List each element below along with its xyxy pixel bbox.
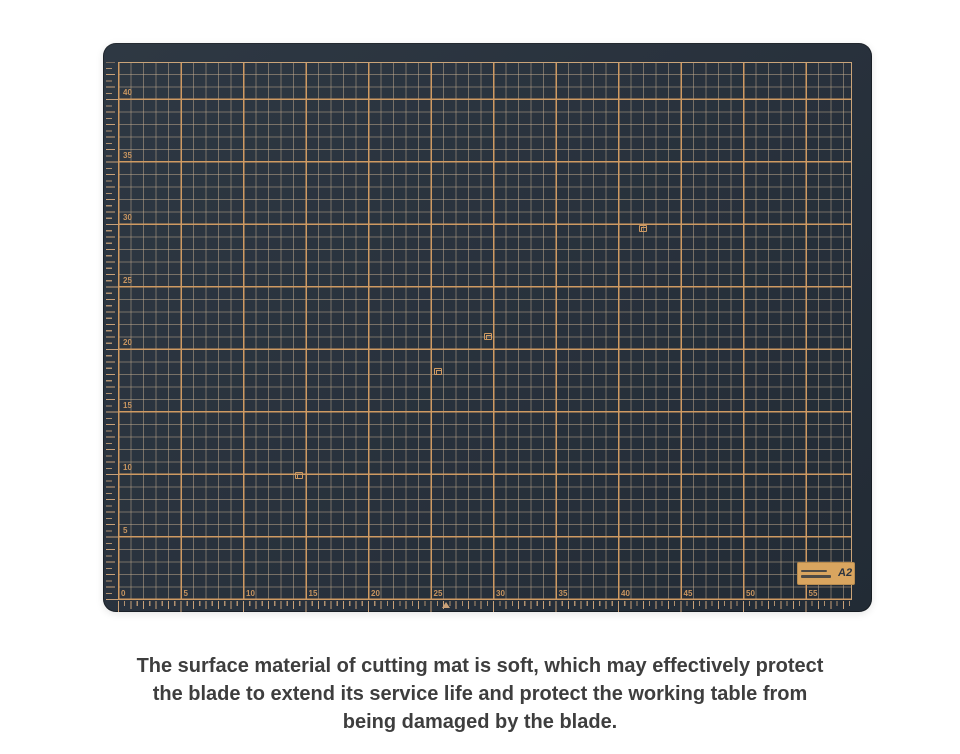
grid-number-y: 20: [123, 338, 132, 347]
caption: The surface material of cutting mat is s…: [0, 652, 960, 736]
grid-number-x: 5: [183, 589, 188, 598]
plate-brand-text: [801, 569, 834, 578]
grid-number-x: 0: [121, 589, 126, 598]
caption-line: The surface material of cutting mat is s…: [136, 655, 824, 677]
mat-grid: 0 5 10 15 20 25 30 35 40 45 50 55 5 10 15 20 25 30 35 40: [118, 62, 852, 600]
grid-number-y: 10: [123, 463, 132, 472]
cutting-mat: 0 5 10 15 20 25 30 35 40 45 50 55 5 10 15 20 25 30 35 40 A2: [103, 43, 872, 612]
grid-number-x: 45: [683, 589, 693, 598]
grid-number-y: 40: [123, 88, 132, 97]
left-ruler-ticks-half: [106, 62, 112, 600]
angle-marker-icon: [639, 224, 647, 232]
size-label-plate: A2: [797, 562, 855, 585]
grid-number-y: 25: [123, 275, 132, 285]
grid-number-y: 15: [123, 400, 132, 410]
angle-marker-icon: [295, 472, 304, 479]
grid-number-y: 35: [123, 150, 132, 160]
grid-number-x: 15: [308, 589, 318, 598]
caption-line: the blade to extend its service life and…: [152, 683, 808, 705]
grid-number-x: 20: [371, 589, 380, 598]
grid-number-x: 50: [746, 589, 755, 598]
grid-number-y: 30: [123, 213, 132, 222]
grid-number-x: 35: [558, 589, 568, 598]
plate-text-line: [801, 569, 827, 572]
grid-number-x: 10: [246, 589, 255, 598]
angle-marker-icon: [484, 333, 492, 341]
grid-number-x: 25: [433, 589, 443, 598]
plate-text-line: [801, 575, 831, 578]
bottom-ruler-ticks-half: [118, 601, 852, 606]
grid-number-x: 30: [496, 589, 505, 598]
size-label: A2: [837, 567, 853, 579]
grid-number-x: 40: [621, 589, 630, 598]
grid-number-y: 5: [123, 525, 128, 535]
angle-marker-icon: [434, 368, 442, 376]
center-arrow-icon: [441, 602, 450, 608]
grid-number-x: 55: [808, 589, 818, 598]
caption-line: being damaged by the blade.: [342, 711, 618, 733]
